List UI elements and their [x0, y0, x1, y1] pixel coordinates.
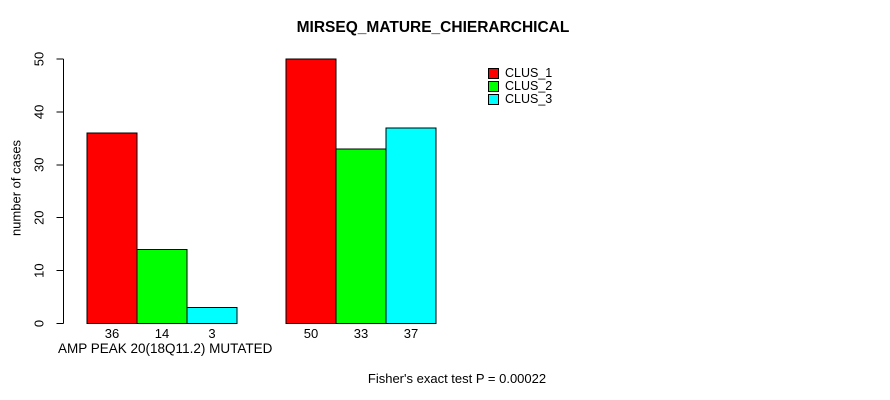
- y-tick-label: 40: [32, 105, 47, 119]
- bar-value-label: 33: [354, 326, 368, 341]
- bar-clus_3-group-2: [385, 127, 437, 324]
- bar-clus_1-group-1: [86, 132, 138, 324]
- legend-label-clus-3: CLUS_3: [505, 92, 553, 106]
- bar-value-label: 50: [304, 326, 318, 341]
- y-axis-label: number of cases: [8, 139, 24, 237]
- bar-value-label: 14: [155, 326, 169, 341]
- legend-item-clus-2: CLUS_2: [488, 80, 552, 93]
- x-axis-label: AMP PEAK 20(18Q11.2) MUTATED: [58, 341, 273, 356]
- y-tick-label: 30: [32, 158, 47, 172]
- y-tick-label: 50: [32, 52, 47, 66]
- y-tick-label: 10: [32, 263, 47, 277]
- bar-value-label: 37: [404, 326, 418, 341]
- legend-item-clus-3: CLUS_3: [488, 93, 552, 106]
- legend-label-clus-2: CLUS_2: [505, 79, 553, 93]
- y-tick-label: 0: [32, 320, 47, 327]
- bar-clus_2-group-1: [136, 248, 188, 324]
- legend-swatch-clus-1-icon: [488, 68, 499, 79]
- bar-value-label: 36: [105, 326, 119, 341]
- legend-swatch-clus-3-icon: [488, 94, 499, 105]
- legend-label-clus-1: CLUS_1: [505, 66, 553, 80]
- chart-title: MIRSEQ_MATURE_CHIERARCHICAL: [296, 19, 570, 36]
- y-tick-label: 20: [32, 210, 47, 224]
- fisher-test-annotation: Fisher's exact test P = 0.00022: [367, 371, 547, 386]
- bar-clus_1-group-2: [285, 58, 337, 324]
- bar-value-label: 3: [208, 326, 215, 341]
- legend-swatch-clus-2-icon: [488, 81, 499, 92]
- bar-clus_3-group-1: [186, 307, 238, 325]
- bar-clus_2-group-2: [335, 148, 387, 324]
- legend: CLUS_1 CLUS_2 CLUS_3: [488, 67, 552, 106]
- legend-item-clus-1: CLUS_1: [488, 67, 552, 80]
